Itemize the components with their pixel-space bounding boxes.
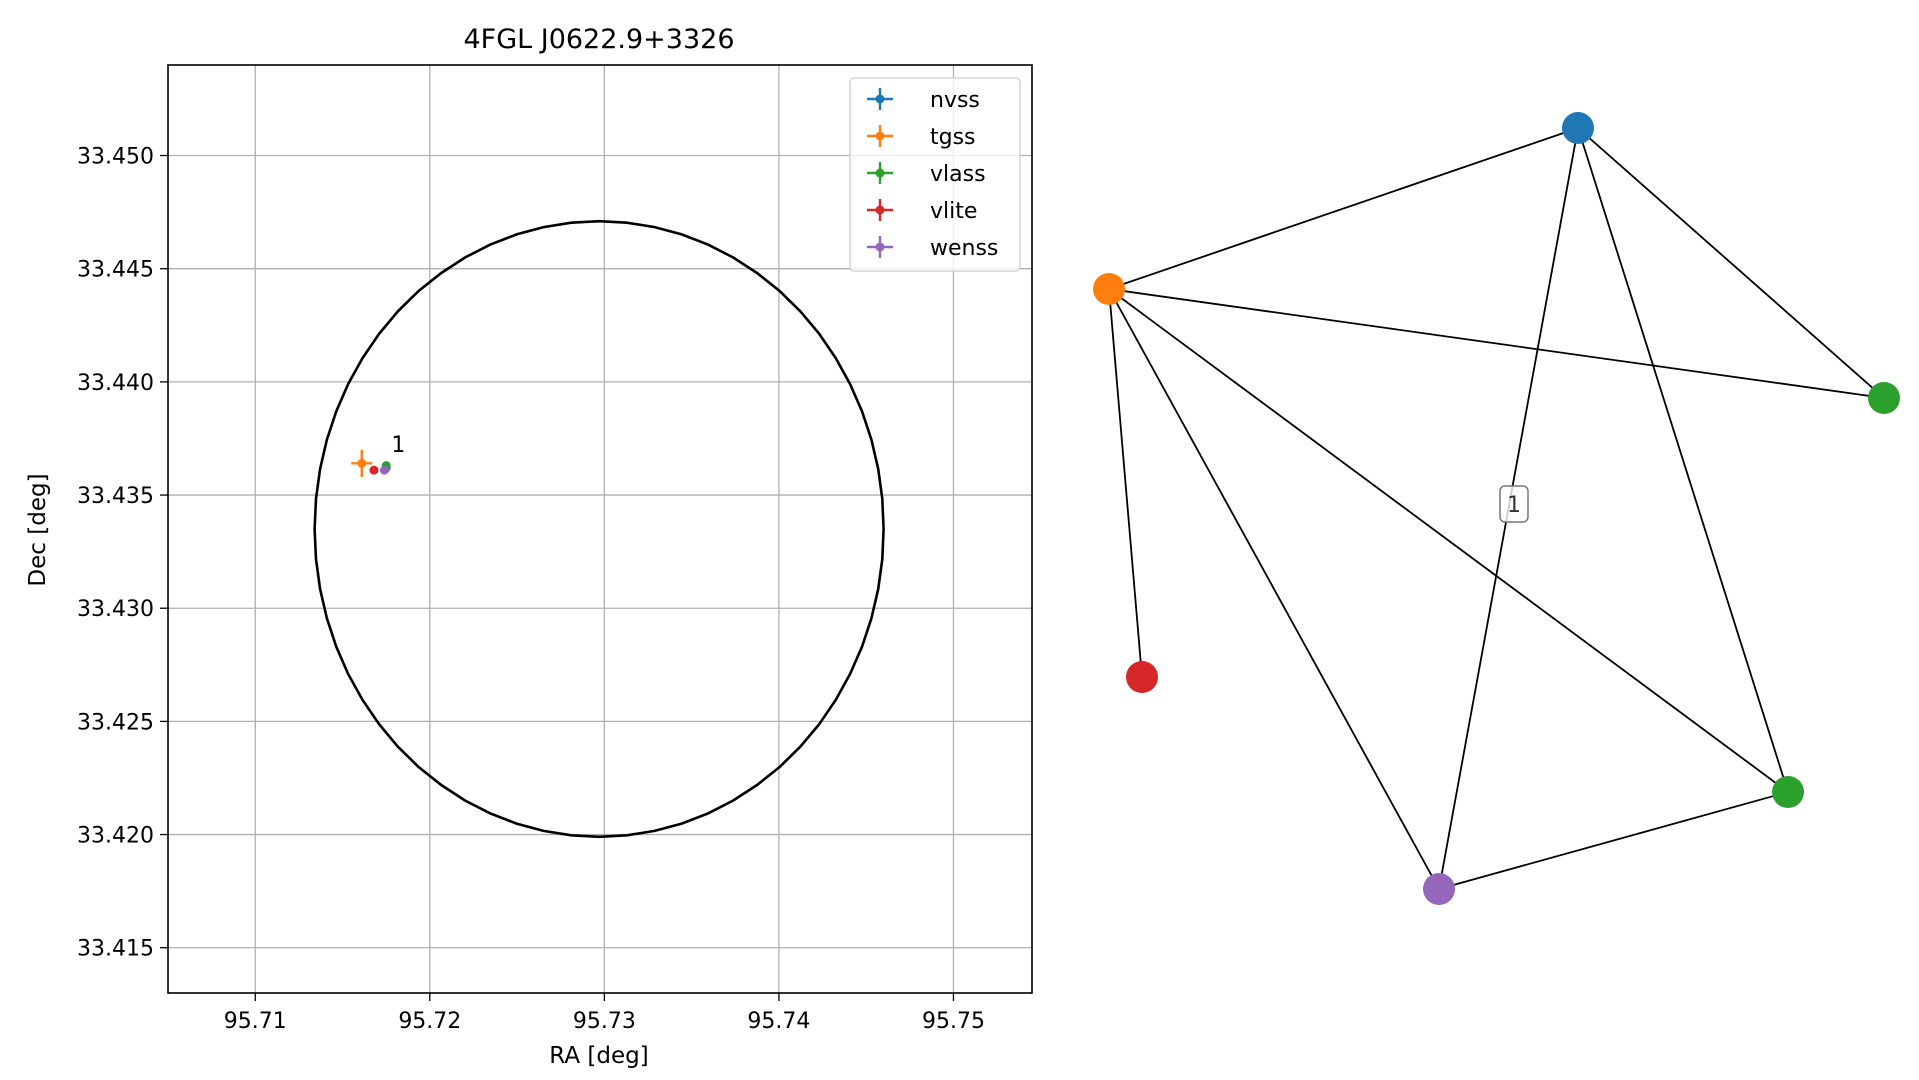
point-annotation: 1 bbox=[391, 433, 405, 458]
node-tgss bbox=[1093, 273, 1125, 305]
legend-frame bbox=[849, 77, 1021, 272]
x-axis-label: RA [deg] bbox=[549, 1043, 648, 1069]
legend-marker-dot bbox=[875, 205, 885, 215]
edge-tgss-vlite bbox=[1108, 288, 1143, 678]
point-marker bbox=[357, 458, 367, 468]
node-vlass_a bbox=[1868, 382, 1900, 414]
y-tick-label: 33.420 bbox=[77, 824, 154, 849]
legend-entry-tgss: tgss bbox=[867, 125, 976, 150]
edge-nvss-vlass_a bbox=[1577, 127, 1885, 399]
node-nvss bbox=[1562, 112, 1594, 144]
x-tick-label: 95.74 bbox=[747, 1009, 810, 1034]
grid bbox=[168, 65, 1032, 993]
position-scatter-chart: 1 95.71 95.72 95.73 95.74 95.75 33.415 33.420… bbox=[25, 24, 1033, 1069]
y-tick-label: 33.425 bbox=[77, 710, 154, 735]
x-tick-label: 95.73 bbox=[573, 1009, 636, 1034]
node-wenss bbox=[1423, 873, 1455, 905]
localization-ellipse-layer bbox=[313, 219, 885, 839]
legend: nvss tgss vlass vlite wenss bbox=[849, 77, 1021, 272]
x-axis-ticks: 95.71 95.72 95.73 95.74 95.75 bbox=[224, 993, 985, 1034]
y-tick-label: 33.430 bbox=[77, 597, 154, 622]
x-tick-label: 95.72 bbox=[398, 1009, 461, 1034]
chart-title: 4FGL J0622.9+3326 bbox=[463, 24, 734, 55]
legend-label: nvss bbox=[930, 88, 980, 113]
edge-tgss-vlass_b bbox=[1108, 288, 1789, 793]
y-axis-ticks: 33.415 33.420 33.425 33.430 33.435 33.440 33.4… bbox=[77, 145, 168, 962]
x-tick-label: 95.71 bbox=[224, 1009, 287, 1034]
legend-label: tgss bbox=[930, 125, 976, 150]
legend-entry-vlass: vlass bbox=[867, 162, 986, 187]
point-marker bbox=[379, 465, 389, 475]
y-tick-label: 33.450 bbox=[77, 145, 154, 170]
edge-tgss-vlass_a bbox=[1108, 288, 1885, 399]
legend-entry-wenss: wenss bbox=[867, 236, 998, 261]
legend-marker-dot bbox=[875, 94, 885, 104]
legend-marker-dot bbox=[875, 131, 885, 141]
node-vlite bbox=[1126, 661, 1158, 693]
y-tick-label: 33.435 bbox=[77, 484, 154, 509]
edge-tgss-wenss bbox=[1108, 288, 1440, 890]
y-tick-label: 33.415 bbox=[77, 937, 154, 962]
y-axis-label: Dec [deg] bbox=[25, 473, 51, 586]
point-wenss bbox=[379, 465, 389, 475]
legend-entry-nvss: nvss bbox=[867, 88, 980, 113]
legend-label: wenss bbox=[930, 236, 998, 261]
point-marker bbox=[369, 465, 379, 475]
legend-label: vlass bbox=[930, 162, 986, 187]
point-vlite bbox=[369, 465, 379, 475]
network-nodes bbox=[1093, 112, 1900, 905]
y-tick-label: 33.440 bbox=[77, 371, 154, 396]
legend-label: vlite bbox=[930, 199, 977, 224]
source-points bbox=[351, 449, 391, 477]
edge-tgss-nvss bbox=[1108, 127, 1579, 290]
plot-frame bbox=[167, 64, 1033, 994]
cluster-label-box: 1 bbox=[1499, 485, 1529, 523]
legend-marker-dot bbox=[875, 168, 885, 178]
cluster-label: 1 bbox=[1507, 493, 1521, 518]
edge-nvss-vlass_b bbox=[1577, 127, 1789, 793]
edge-wenss-vlass_b bbox=[1438, 791, 1789, 890]
y-tick-label: 33.445 bbox=[77, 258, 154, 283]
x-tick-label: 95.75 bbox=[922, 1009, 985, 1034]
association-network: 1 bbox=[1093, 112, 1900, 905]
legend-entry-vlite: vlite bbox=[867, 199, 977, 224]
point-tgss bbox=[351, 449, 373, 477]
localization-ellipse bbox=[313, 219, 885, 839]
legend-marker-dot bbox=[875, 242, 885, 252]
cluster-label-frame bbox=[1499, 485, 1529, 523]
node-vlass_b bbox=[1772, 776, 1804, 808]
